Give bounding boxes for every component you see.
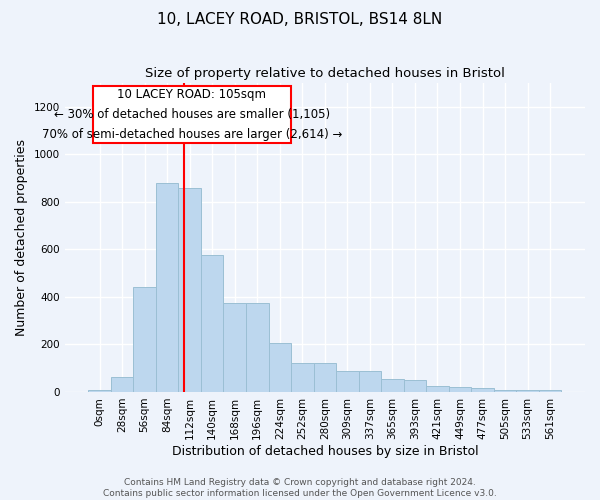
Bar	[291, 364, 314, 392]
Bar	[156, 183, 178, 392]
Bar	[246, 303, 269, 392]
Bar	[494, 390, 516, 392]
Bar	[133, 288, 156, 392]
Bar	[516, 390, 539, 392]
Bar	[178, 188, 201, 392]
Bar	[88, 390, 111, 392]
Bar	[269, 343, 291, 392]
Bar	[314, 364, 336, 392]
Bar	[223, 303, 246, 392]
Text: Contains HM Land Registry data © Crown copyright and database right 2024.
Contai: Contains HM Land Registry data © Crown c…	[103, 478, 497, 498]
Text: 10 LACEY ROAD: 105sqm
← 30% of detached houses are smaller (1,105)
70% of semi-d: 10 LACEY ROAD: 105sqm ← 30% of detached …	[42, 88, 342, 141]
Bar	[426, 386, 449, 392]
Text: 10, LACEY ROAD, BRISTOL, BS14 8LN: 10, LACEY ROAD, BRISTOL, BS14 8LN	[157, 12, 443, 28]
X-axis label: Distribution of detached houses by size in Bristol: Distribution of detached houses by size …	[172, 444, 478, 458]
Title: Size of property relative to detached houses in Bristol: Size of property relative to detached ho…	[145, 68, 505, 80]
Bar	[404, 380, 426, 392]
Bar	[111, 376, 133, 392]
Bar	[471, 388, 494, 392]
Bar	[539, 390, 562, 392]
Bar	[201, 256, 223, 392]
Bar	[381, 379, 404, 392]
Bar	[449, 387, 471, 392]
Bar	[93, 86, 291, 143]
Bar	[336, 370, 359, 392]
Y-axis label: Number of detached properties: Number of detached properties	[15, 139, 28, 336]
Bar	[359, 370, 381, 392]
